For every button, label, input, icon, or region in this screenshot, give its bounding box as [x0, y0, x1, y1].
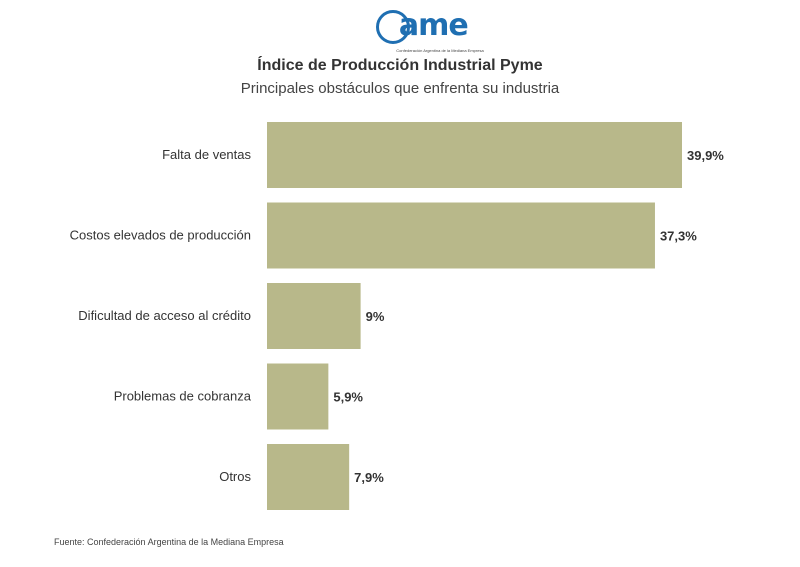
value-label: 7,9%: [354, 470, 384, 485]
chart-subtitle: Principales obstáculos que enfrenta su i…: [240, 80, 560, 97]
came-logo: ame Confederación Argentina de la Median…: [376, 8, 500, 56]
value-label: 37,3%: [660, 229, 697, 244]
source-note: Fuente: Confederación Argentina de la Me…: [54, 537, 284, 547]
bar: [267, 444, 350, 510]
logo-wordmark: ame: [398, 8, 469, 43]
category-label: Costos elevados de producción: [70, 228, 251, 243]
bar: [267, 202, 655, 269]
value-label: 39,9%: [687, 148, 724, 163]
value-label: 9%: [366, 309, 385, 324]
logo-ring-icon: [376, 10, 410, 44]
bar: [267, 122, 682, 188]
value-label: 5,9%: [333, 390, 363, 405]
category-label: Problemas de cobranza: [114, 389, 252, 404]
category-label: Falta de ventas: [162, 147, 251, 162]
bar: [267, 363, 329, 430]
chart-title: Índice de Producción Industrial Pyme: [257, 57, 543, 74]
category-label: Otros: [219, 469, 251, 484]
logo-subtitle: Confederación Argentina de la Mediana Em…: [396, 48, 484, 53]
category-label: Dificultad de acceso al crédito: [78, 308, 251, 323]
bar: [267, 283, 361, 349]
